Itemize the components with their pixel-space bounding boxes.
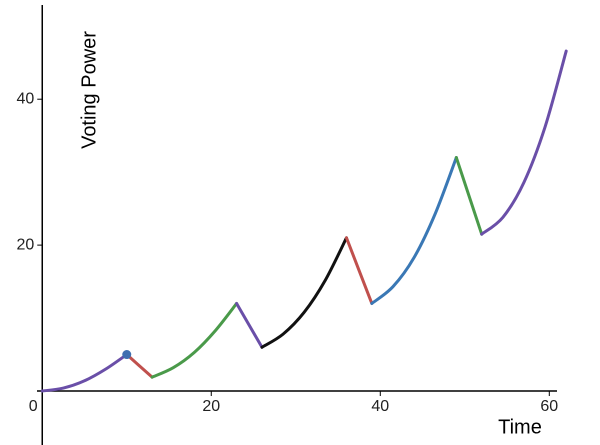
line-segment (454, 156, 484, 236)
highlight-point (122, 350, 132, 360)
x-tick-label: 20 (202, 398, 220, 415)
line-segment (370, 156, 458, 305)
y-tick-label: 40 (16, 90, 34, 107)
x-tick-label: 60 (540, 398, 558, 415)
y-tick-label: 20 (16, 236, 34, 253)
line-segment (125, 353, 154, 379)
line-segment (260, 236, 348, 349)
x-axis-title: Time (498, 416, 542, 438)
y-axis-title: Voting Power (78, 31, 100, 149)
line-segment (40, 353, 129, 393)
line-segment (235, 301, 264, 349)
line-segment (150, 301, 239, 379)
line-segment (344, 236, 374, 305)
x-tick-label: 40 (371, 398, 389, 415)
line-segment (480, 49, 568, 236)
x-tick-label: 0 (29, 398, 38, 415)
